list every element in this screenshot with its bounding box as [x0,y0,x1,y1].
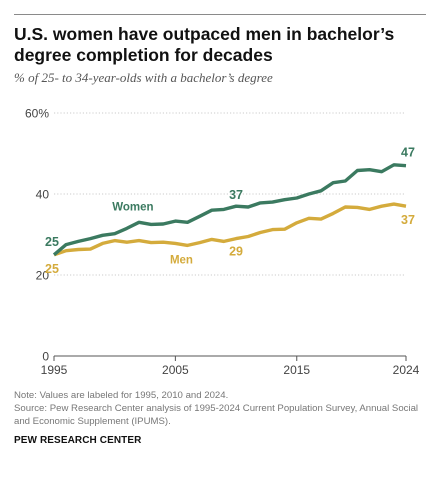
line-chart: 0 20 40 60% 1995 2005 2015 2024 Women Men 25 37 47 25… [25,107,420,378]
data-label-men: 37 [401,213,415,227]
series-line-men [53,202,407,257]
data-label-women: 47 [401,146,415,160]
note-text: Note: Values are labeled for 1995, 2010 … [14,390,229,401]
data-label-men: 29 [229,245,243,259]
chart-title: U.S. women have outpaced men in bachelor… [14,24,395,65]
x-tick-label: 1995 [41,363,68,377]
series-label-women: Women [112,201,153,213]
brand-logo-text: PEW RESEARCH CENTER [14,435,142,446]
x-tick-label: 2024 [393,363,420,377]
data-label-women: 25 [45,235,59,249]
x-tick-label: 2015 [283,363,310,377]
top-rule [14,14,426,15]
y-tick-label: 60% [25,107,49,121]
footnotes: Note: Values are labeled for 1995, 2010 … [14,389,426,428]
data-label-women: 37 [229,188,243,202]
series-label-men: Men [170,254,193,266]
y-tick-label: 40 [36,188,50,202]
x-tick-label: 2005 [162,363,189,377]
source-text: Source: Pew Research Center analysis of … [14,403,419,427]
data-label-men: 25 [45,262,59,276]
chart-subtitle: % of 25- to 34-year-olds with a bachelor… [14,70,273,85]
y-tick-label: 20 [36,269,50,283]
y-tick-label: 0 [42,350,49,364]
series-line-women [52,163,407,257]
